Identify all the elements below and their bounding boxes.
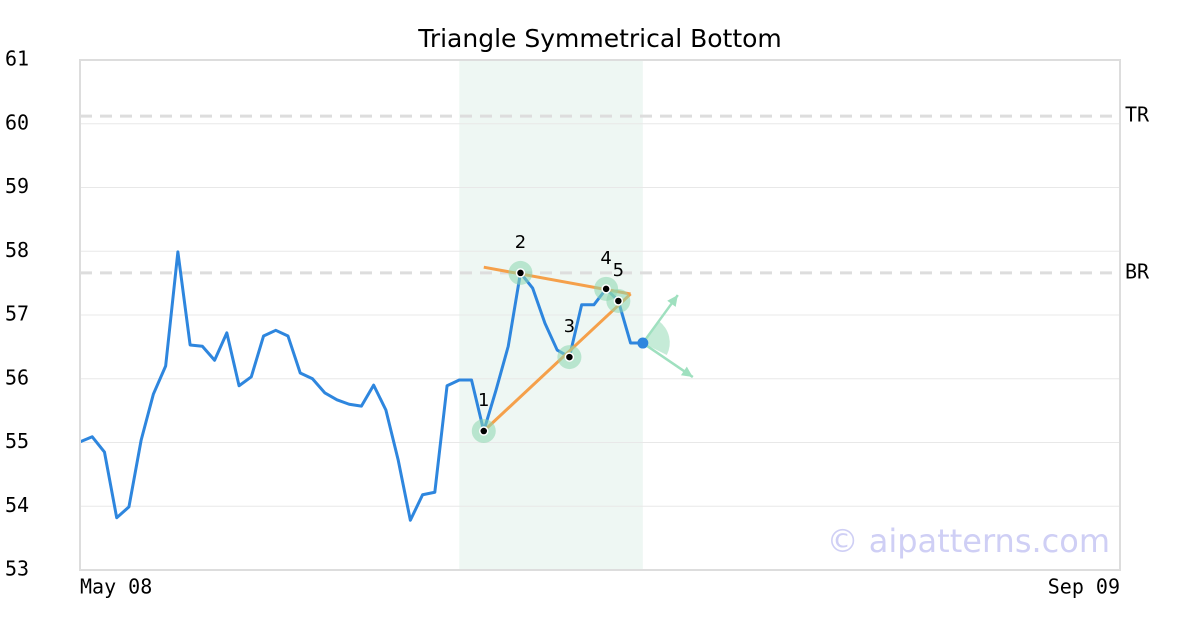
trend-line bbox=[482, 292, 632, 433]
y-tick-label: 59 bbox=[5, 174, 29, 198]
pattern-label: 5 bbox=[613, 260, 624, 281]
pattern-label: 4 bbox=[600, 248, 611, 269]
pattern-label: 3 bbox=[564, 316, 575, 337]
y-tick-label: 61 bbox=[5, 47, 29, 71]
y-tick-label: 60 bbox=[5, 110, 29, 134]
arrow-head bbox=[680, 366, 693, 378]
chart-title: Triangle Symmetrical Bottom bbox=[417, 24, 782, 53]
x-tick-label: Sep 09 bbox=[1048, 575, 1120, 599]
y-tick-label: 53 bbox=[5, 557, 29, 581]
x-tick-label: May 08 bbox=[80, 575, 152, 599]
y-tick-label: 57 bbox=[5, 302, 29, 326]
y-tick-label: 58 bbox=[5, 238, 29, 262]
y-tick-label: 55 bbox=[5, 429, 29, 453]
pattern-label: 1 bbox=[478, 390, 489, 411]
reference-label: TR bbox=[1125, 103, 1150, 127]
watermark: © aipatterns.com bbox=[827, 522, 1110, 560]
pattern-label: 2 bbox=[515, 232, 526, 253]
projection-wedge bbox=[642, 321, 670, 356]
y-tick-label: 54 bbox=[5, 493, 29, 517]
pattern-point bbox=[564, 352, 575, 362]
arrow-head bbox=[667, 295, 678, 307]
price-line bbox=[79, 250, 643, 522]
pattern-point bbox=[601, 284, 611, 294]
pattern-point bbox=[613, 296, 624, 306]
plot-border bbox=[79, 59, 1121, 571]
pattern-point bbox=[479, 426, 489, 436]
last-point bbox=[637, 337, 649, 349]
y-tick-label: 56 bbox=[5, 365, 29, 389]
reference-label: BR bbox=[1125, 259, 1150, 283]
pattern-point bbox=[515, 268, 526, 278]
